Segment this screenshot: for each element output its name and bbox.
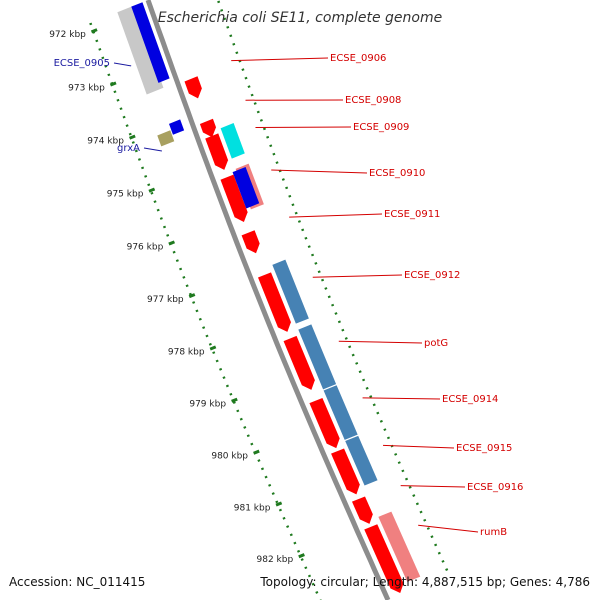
kbp-tick-mark (90, 28, 98, 34)
gene-block-olive (157, 130, 175, 147)
gene-label-potg[interactable]: potG (424, 338, 448, 349)
gene-label-ecse_0908[interactable]: ECSE_0908 (345, 95, 401, 106)
accession-text: Accession: NC_011415 (9, 575, 146, 589)
gene-block-14 (331, 448, 360, 495)
kbp-tick-label: 978 kbp (168, 347, 205, 357)
gene-label-grxa[interactable]: grxA (117, 143, 140, 154)
map-title: Escherichia coli SE11, complete genome (158, 10, 442, 26)
kbp-tick-label: 980 kbp (211, 452, 248, 462)
gene-block-6 (232, 166, 260, 209)
label-leader-line (289, 213, 383, 218)
kbp-tick-mark (188, 293, 196, 299)
label-leader-line (383, 444, 455, 449)
gene-block-blue (131, 2, 170, 83)
gene-block-11 (298, 324, 337, 390)
kbp-tick-label: 981 kbp (234, 503, 271, 513)
gene-block-9 (272, 259, 309, 324)
label-leader-line (271, 169, 368, 174)
gene-label-ecse_0911[interactable]: ECSE_0911 (384, 209, 440, 220)
kbp-tick-label: 974 kbp (87, 136, 124, 146)
gene-block-7 (241, 230, 260, 254)
label-leader-line (400, 485, 466, 488)
gene-block-grey (117, 5, 164, 95)
kbp-tick-mark (253, 449, 260, 455)
gene-label-ecse_0905[interactable]: ECSE_0905 (54, 58, 110, 69)
gene-block-0 (184, 76, 202, 99)
kbp-tick-mark (109, 81, 117, 87)
kbp-tick-label: 979 kbp (189, 400, 226, 410)
gene-block-8 (258, 272, 291, 332)
genome-summary-text: Topology: circular; Length: 4,887,515 bp… (260, 575, 590, 589)
gene-label-ecse_0914[interactable]: ECSE_0914 (442, 394, 498, 405)
gene-block-18 (378, 511, 421, 582)
label-leader-line (231, 57, 329, 62)
genome-backbone (145, 0, 391, 600)
kbp-tick-label: 972 kbp (49, 30, 86, 40)
gene-layer (117, 2, 421, 594)
gene-block-3 (220, 123, 245, 159)
gene-block-16 (352, 496, 373, 524)
kbp-tick-mark (148, 187, 156, 193)
gene-block-17 (364, 524, 404, 594)
label-leader-line (312, 274, 403, 278)
gene-label-ecse_0915[interactable]: ECSE_0915 (456, 443, 512, 454)
label-leader-layer: ECSE_0905 grxA ECSE_0906 ECSE_0908 ECSE_0909… (54, 53, 524, 538)
ring-outer (216, 0, 451, 577)
label-leader-line (113, 62, 132, 67)
gene-block-15 (345, 435, 378, 486)
gene-block-13 (323, 385, 358, 440)
kbp-tick-label: 977 kbp (147, 295, 184, 305)
gene-label-ecse_0912[interactable]: ECSE_0912 (404, 270, 460, 281)
gene-block-blue-2 (168, 119, 185, 135)
backbone-layer (145, 0, 391, 600)
gene-label-ecse_0906[interactable]: ECSE_0906 (330, 53, 386, 64)
kbp-tick-mark (209, 345, 217, 351)
gene-label-ecse_0909[interactable]: ECSE_0909 (353, 122, 409, 133)
label-leader-line (143, 147, 162, 152)
label-leader-line (338, 340, 423, 344)
gene-block-2 (205, 133, 229, 170)
kbp-tick-label: 975 kbp (107, 189, 144, 199)
kbp-tick-mark (168, 240, 175, 246)
kbp-tick-mark (129, 134, 136, 140)
gene-label-rumb[interactable]: rumB (480, 527, 507, 538)
kbp-tick-label: 982 kbp (257, 555, 294, 565)
gene-label-ecse_0910[interactable]: ECSE_0910 (369, 168, 425, 179)
gene-block-1 (199, 118, 217, 138)
label-leader-line (418, 524, 479, 533)
kbp-tick-layer: 972 kbp 973 kbp 974 kbp 975 kbp 976 kbp 977 k… (49, 28, 305, 565)
kbp-tick-label: 973 kbp (68, 83, 105, 93)
label-leader-line (255, 126, 352, 129)
kbp-tick-mark (298, 553, 305, 559)
kbp-tick-mark (231, 397, 238, 403)
gene-label-ecse_0916[interactable]: ECSE_0916 (467, 482, 523, 493)
kbp-tick-label: 976 kbp (127, 242, 164, 252)
gene-block-4 (220, 174, 248, 222)
label-leader-line (362, 397, 441, 400)
gene-block-12 (309, 397, 340, 449)
kbp-tick-mark (275, 501, 283, 507)
gene-block-10 (283, 335, 315, 390)
